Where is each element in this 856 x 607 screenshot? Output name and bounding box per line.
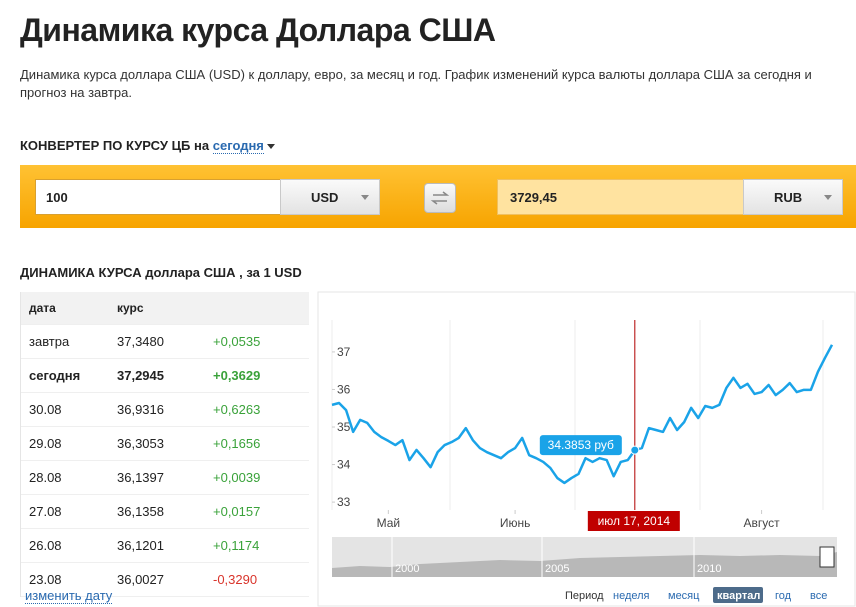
tooltip-box (539, 435, 622, 456)
rate-cell: 36,1397 (117, 470, 164, 485)
x-tick-label: Август (744, 516, 781, 530)
column-header: курс (117, 301, 144, 315)
navigator-label: 2010 (697, 563, 721, 575)
hover-point (630, 445, 640, 455)
date-cell: 29.08 (29, 436, 62, 451)
change-cell: +0,0039 (213, 470, 261, 485)
to-currency[interactable]: RUB (743, 179, 843, 215)
rate-cell: 37,3480 (117, 334, 164, 349)
y-tick-label: 33 (337, 495, 351, 509)
range-option[interactable]: все (810, 590, 827, 602)
range-option[interactable]: неделя (613, 590, 650, 602)
change-date-link[interactable]: изменить дату (25, 588, 113, 604)
y-tick-label: 35 (337, 420, 351, 434)
crosshair-box (587, 511, 680, 531)
table-row: 30.08 36,9316 +0,6263 (21, 393, 309, 427)
navigator-label: 2000 (395, 563, 419, 575)
change-cell: +0,0535 (213, 334, 261, 349)
crosshair-label: июл 17, 2014 (598, 514, 671, 528)
tooltip-label: 34.3853 руб (548, 438, 614, 452)
navigator-label: 2005 (545, 563, 569, 575)
rate-cell: 36,9316 (117, 402, 164, 417)
result-field: 3729,45 (497, 179, 744, 215)
date-link[interactable]: сегодня (212, 138, 264, 154)
table-row: 26.08 36,1201 +0,1174 (21, 529, 309, 563)
change-cell: +0,1656 (213, 436, 261, 451)
change-cell: +0,3629 (213, 368, 261, 383)
change-cell: +0,1174 (213, 538, 260, 553)
table-heading: ДИНАМИКА КУРСА доллара США , за 1 USD (20, 265, 302, 280)
table-row: 29.08 36,3053 +0,1656 (21, 427, 309, 461)
converter-label: КОНВЕРТЕР ПО КУРСУ ЦБ на (20, 138, 210, 153)
grid (331, 320, 824, 510)
page-title: Динамика курса Доллара США (20, 12, 496, 48)
range-selected-bg (713, 587, 763, 603)
rate-cell: 37,2945 (117, 368, 164, 383)
change-cell: +0,0157 (213, 504, 261, 519)
navigator-area (332, 552, 837, 577)
table-row: 27.08 36,1358 +0,0157 (21, 495, 309, 529)
change-cell: -0,3290 (213, 572, 258, 587)
range-option[interactable]: месяц (668, 590, 700, 602)
rate-cell: 36,1358 (117, 504, 164, 519)
range-option[interactable]: год (775, 590, 792, 602)
rate-cell: 36,1201 (117, 538, 164, 553)
table-row: 28.08 36,1397 +0,0039 (21, 461, 309, 495)
date-cell: 27.08 (29, 504, 62, 519)
range-option[interactable]: квартал (717, 590, 760, 602)
converter-bar: 100 USD 3729,45 RUB (20, 165, 856, 228)
date-cell: сегодня (29, 368, 81, 383)
table-header: дата курс (21, 292, 309, 325)
y-tick-label: 36 (337, 382, 351, 396)
to-currency-text: RUB (774, 190, 803, 205)
date-cell: 28.08 (29, 470, 62, 485)
table-row: завтра 37,3480 +0,0535 (21, 325, 309, 359)
date-cell: завтра (29, 334, 70, 349)
rate-cell: 36,3053 (117, 436, 164, 451)
x-tick-label: Май (377, 516, 401, 530)
range-label: Период (565, 590, 604, 602)
description: Динамика курса доллара США (USD) к долла… (20, 67, 812, 100)
date-cell: 30.08 (29, 402, 62, 417)
y-tick-label: 34 (337, 458, 351, 472)
rates-table: дата курс завтра 37,3480 +0,0535 сегодня 37,2… (20, 292, 309, 597)
change-cell: +0,6263 (213, 402, 261, 417)
navigator-handle[interactable] (819, 546, 835, 568)
table-row: сегодня 37,2945 +0,3629 (21, 359, 309, 393)
rate-cell: 36,0027 (117, 572, 164, 587)
x-tick-label: Июнь (500, 516, 531, 530)
amount-input[interactable]: 100 (35, 179, 281, 215)
date-cell: 23.08 (29, 572, 62, 587)
from-currency[interactable]: USD (280, 179, 380, 215)
converter-heading: КОНВЕРТЕР ПО КУРСУ ЦБ на сегодня (20, 138, 275, 154)
from-currency-text: USD (311, 190, 339, 205)
swap-button[interactable] (424, 183, 456, 213)
column-header: дата (29, 301, 56, 315)
date-cell: 26.08 (29, 538, 62, 553)
line-series (331, 344, 834, 485)
y-tick-label: 37 (337, 345, 351, 359)
table-row: 23.08 36,0027 -0,3290 (21, 563, 309, 597)
